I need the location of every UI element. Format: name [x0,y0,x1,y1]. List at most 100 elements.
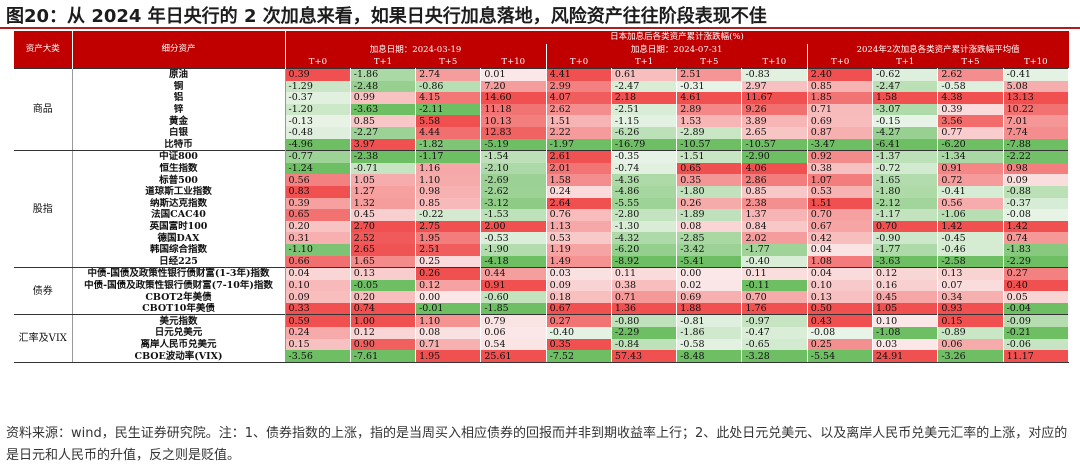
value-cell: 0.43 [807,314,874,328]
group-header-1: 加息日期：2024-03-19 [285,44,547,57]
asset-name-cell: 中债-国债及政策性银行债财富(7-10年)指数 [72,279,286,292]
value-cell: 9.26 [741,103,808,116]
value-cell: -2.58 [937,255,1004,268]
value-cell: -2.80 [611,209,678,221]
value-cell: -10.57 [741,138,808,151]
value-cell: -0.81 [676,314,743,328]
value-cell: -0.09 [1003,314,1070,328]
value-cell: 12.83 [480,126,547,139]
value-cell: 0.91 [937,162,1004,175]
value-cell: 0.53 [546,232,612,244]
value-cell: 24.91 [872,350,939,363]
period-header: T+10 [480,57,547,69]
value-cell: -1.15 [611,115,678,127]
value-cell: 2.18 [611,92,678,104]
table-row: 比特币 -4.96 3.97 -1.82 -5.19 -1.97 -16.79 -10.57-… [14,138,1070,151]
value-cell: -3.63 [350,103,417,116]
asset-name-cell: CBOT2年美债 [72,291,286,303]
value-cell: -8.48 [676,350,743,363]
table-row: CBOT2年美债 0.09 0.20 0.00 -0.60 0.18 0.71 0.69 0.7… [14,291,1070,303]
value-cell: -0.41 [1003,67,1070,81]
value-cell: 0.74 [1003,232,1070,244]
value-cell: -1.10 [285,243,351,256]
value-cell: 0.10 [872,314,939,328]
table-row: 债券 中债-国债及政策性银行债财富(1-3年)指数 0.04 0.13 0.26 0.44… [14,267,1070,316]
value-cell: 0.99 [350,92,417,104]
value-cell: -0.62 [872,67,939,81]
value-cell: 0.08 [415,327,482,339]
value-cell: -6.26 [611,126,678,139]
value-cell: -16.79 [611,138,678,151]
value-cell: 0.27 [546,314,612,328]
value-cell: -0.83 [741,67,808,81]
value-cell: 7.20 [480,80,547,93]
value-cell: -2.47 [872,80,939,93]
value-cell: 2.65 [741,126,808,139]
value-cell: -0.04 [1003,302,1070,315]
value-cell: 1.53 [676,115,743,127]
col-header-asset: 细分资产 [72,31,286,69]
value-cell: 0.00 [676,267,743,280]
value-cell: 2.75 [415,220,482,233]
value-cell: 0.45 [872,291,939,303]
value-cell: 2.51 [415,243,482,256]
value-cell: 1.95 [415,350,482,363]
asset-name-cell: 日元兑美元 [72,327,286,339]
value-cell: 25.61 [480,350,547,363]
value-cell: -1.17 [415,150,482,163]
value-cell: 4.07 [546,92,612,104]
value-cell: 0.83 [285,185,351,198]
table-row: CBOT10年美债 0.33 0.74 -0.01 -1.85 0.67 1.36 1.88 1… [14,302,1070,315]
value-cell: 0.56 [285,174,351,186]
value-cell: -1.20 [285,103,351,116]
value-cell: 2.62 [937,67,1004,81]
value-cell: 0.25 [807,338,874,351]
value-cell: 1.88 [676,302,743,315]
value-cell: -2.48 [350,80,417,93]
value-cell: 0.11 [741,267,808,280]
value-cell: 2.61 [546,150,612,163]
value-cell: -1.51 [676,150,743,163]
asset-name-cell: 中证800 [72,150,286,163]
value-cell: 1.16 [415,162,482,175]
value-cell: -1.86 [350,67,417,81]
value-cell: 2.97 [741,80,808,93]
value-cell: 0.71 [611,291,678,303]
value-cell: -0.88 [1003,185,1070,198]
value-cell: 0.53 [807,185,874,198]
table-row: 法国CAC40 0.65 0.45 -0.22 -1.53 0.76 -2.80 -1.89 1… [14,209,1070,221]
value-cell: 1.58 [872,92,939,104]
value-cell: 0.10 [285,279,351,292]
table-row: 英国富时100 0.20 2.70 2.75 2.00 1.13 -1.30 0.08 0.84… [14,220,1070,233]
value-cell: -0.08 [807,327,874,339]
value-cell: 0.85 [415,197,482,210]
asset-class-cell: 股指 [14,150,73,269]
value-cell: 0.67 [546,302,612,315]
value-cell: 1.51 [807,197,874,210]
value-cell: -0.40 [741,255,808,268]
value-cell: 2.74 [415,67,482,81]
value-cell: 0.85 [350,115,417,127]
value-cell: -5.55 [611,197,678,210]
value-cell: 0.06 [480,327,547,339]
value-cell: 2.22 [546,126,612,139]
asset-name-cell: 德国DAX [72,232,286,244]
asset-name-cell: 锌 [72,103,286,116]
value-cell: 0.18 [546,291,612,303]
value-cell: 0.56 [937,197,1004,210]
value-cell: 2.02 [741,232,808,244]
value-cell: -0.71 [350,162,417,175]
value-cell: -1.85 [480,302,547,315]
period-header: T+5 [937,57,1004,69]
asset-name-cell: 白银 [72,126,286,139]
value-cell: 5.58 [415,115,482,127]
value-cell: 0.76 [546,209,612,221]
value-cell: -0.21 [1003,327,1070,339]
value-cell: -2.90 [741,150,808,163]
value-cell: 0.10 [807,279,874,292]
asset-name-cell: 日经225 [72,255,286,268]
asset-name-cell: 离岸人民币兑美元 [72,338,286,351]
value-cell: -0.65 [741,338,808,351]
value-cell: -1.17 [872,209,939,221]
table-row: 标普500 0.56 1.05 1.10 -2.69 1.58 -4.36 0.35 2.86 1… [14,174,1070,186]
